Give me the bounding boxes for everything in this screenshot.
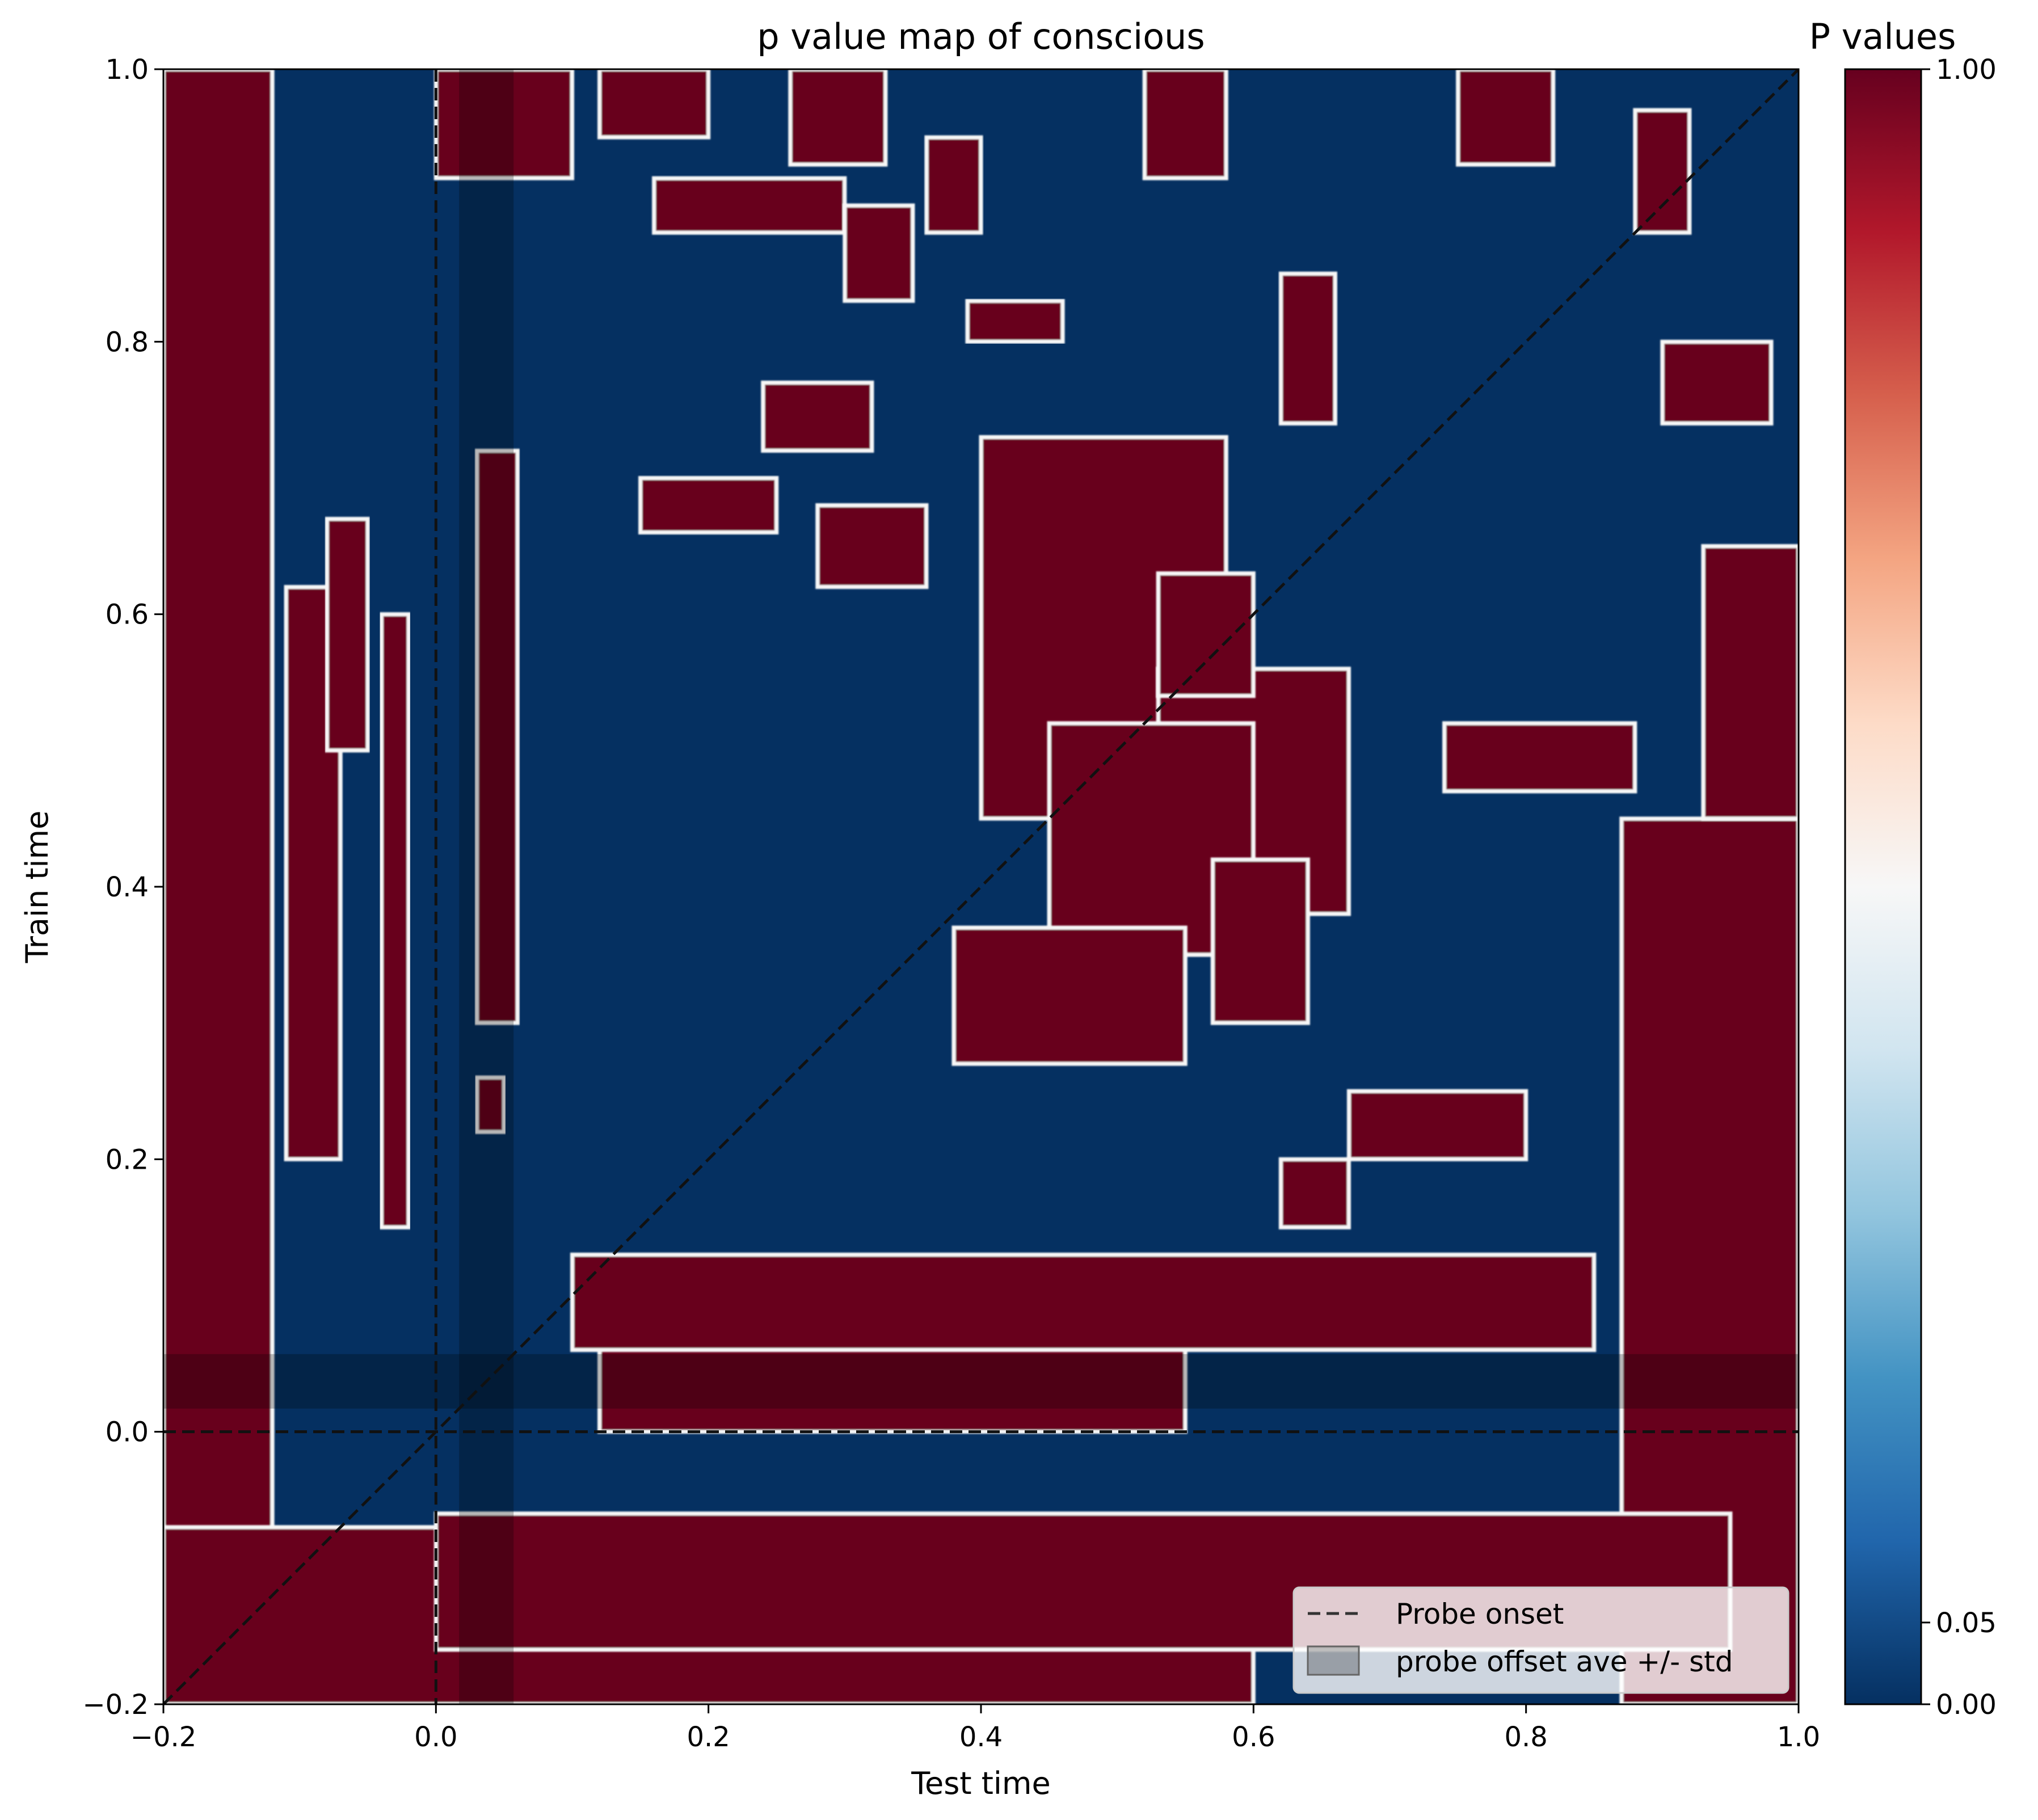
nonsignificant-region xyxy=(951,925,1188,1066)
x-tick-label: 1.0 xyxy=(1777,1721,1820,1753)
nonsignificant-region xyxy=(1442,721,1637,794)
x-axis-label: Test time xyxy=(911,1766,1051,1801)
y-tick-label: 1.0 xyxy=(106,54,149,86)
colorbar-tick-label: 0.05 xyxy=(1936,1607,1997,1639)
x-tick-label: 0.2 xyxy=(687,1721,730,1753)
probe-offset-band-horizontal xyxy=(163,1354,1799,1409)
nonsignificant-region xyxy=(570,1252,1597,1353)
y-tick-label: 0.6 xyxy=(106,599,149,631)
probe-offset-band-vertical xyxy=(459,69,514,1704)
y-axis-label: Train time xyxy=(19,811,55,964)
diagonal-reference-line xyxy=(163,69,1799,1704)
y-axis-ticks: −0.2 0.0 0.2 0.4 0.6 0.8 1.0 xyxy=(82,54,163,1721)
x-tick-label: 0.0 xyxy=(414,1721,457,1753)
legend-box xyxy=(1292,1586,1789,1694)
nonsignificant-region xyxy=(1156,571,1256,698)
nonsignificant-region xyxy=(325,517,370,753)
colorbar-gradient xyxy=(1844,68,1922,1705)
nonsignificant-region xyxy=(163,69,275,1704)
nonsignificant-region xyxy=(474,1075,506,1134)
y-tick-label: −0.2 xyxy=(82,1689,149,1721)
colorbar-title: P values xyxy=(1809,16,1956,57)
nonsignificant-region xyxy=(965,298,1065,344)
nonsignificant-region xyxy=(652,176,847,235)
reference-lines xyxy=(163,69,1799,1704)
nonsignificant-region xyxy=(1346,1089,1528,1161)
legend-probe-offset-swatch xyxy=(1307,1645,1360,1676)
x-tick-label: 0.8 xyxy=(1504,1721,1547,1753)
y-tick-label: 0.4 xyxy=(106,871,149,903)
legend-probe-onset-label: Probe onset xyxy=(1396,1598,1564,1631)
nonsignificant-region xyxy=(924,135,983,235)
nonsignificant-region xyxy=(379,612,411,1229)
y-tick-label: 0.2 xyxy=(106,1144,149,1176)
y-tick-label: 0.0 xyxy=(106,1417,149,1448)
nonsignificant-region xyxy=(597,69,711,140)
nonsignificant-region xyxy=(474,448,520,1025)
x-tick-label: 0.6 xyxy=(1232,1721,1275,1753)
nonsignificant-region xyxy=(638,476,779,535)
nonsignificant-region xyxy=(433,69,574,180)
x-tick-label: 0.4 xyxy=(959,1721,1003,1753)
colorbar-tick-label: 0.00 xyxy=(1936,1689,1997,1721)
nonsignificant-region xyxy=(1210,857,1310,1025)
nonsignificant-region xyxy=(1456,69,1556,167)
nonsignificant-region xyxy=(761,380,874,453)
nonsignificant-regions xyxy=(163,69,1799,1704)
nonsignificant-region xyxy=(1633,108,1692,235)
colorbar-tick-label: 1.00 xyxy=(1936,54,1997,86)
chart-title: p value map of conscious xyxy=(757,16,1205,57)
nonsignificant-region xyxy=(1278,1157,1351,1229)
nonsignificant-region xyxy=(1701,544,1799,821)
nonsignificant-region xyxy=(1278,271,1337,425)
nonsignificant-region xyxy=(1142,69,1228,180)
nonsignificant-region xyxy=(815,503,929,589)
plot-area xyxy=(163,69,1799,1704)
x-tick-label: −0.2 xyxy=(130,1721,197,1753)
legend-probe-offset-label: probe offset ave +/- std xyxy=(1396,1645,1733,1678)
nonsignificant-region xyxy=(1660,339,1774,425)
y-tick-label: 0.8 xyxy=(106,326,149,358)
x-axis-ticks: −0.2 0.0 0.2 0.4 0.6 0.8 1.0 xyxy=(130,1704,1820,1753)
nonsignificant-region xyxy=(843,203,915,303)
colorbar-ticks: 0.00 0.05 1.00 xyxy=(1921,54,1997,1721)
legend: Probe onset probe offset ave +/- std xyxy=(1292,1586,1789,1694)
nonsignificant-region xyxy=(788,69,888,167)
colorbar: P values 0.00 0.05 1.00 xyxy=(1809,16,1997,1721)
